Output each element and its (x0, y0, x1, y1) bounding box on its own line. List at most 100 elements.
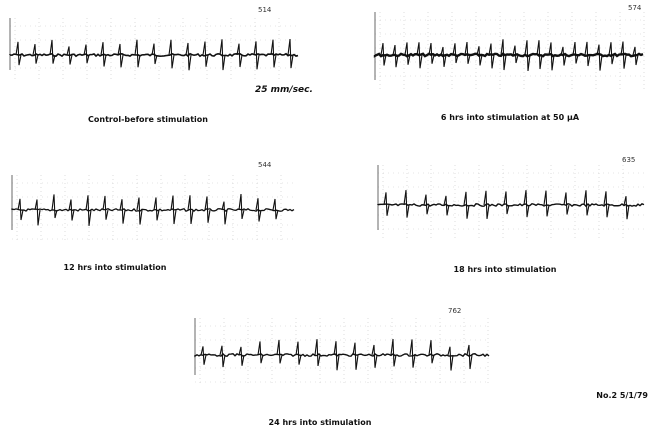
ecg-spike (253, 41, 260, 70)
ecg-spike (202, 41, 209, 67)
ecg-spike (51, 194, 58, 219)
ecg-spike (34, 199, 41, 226)
ecg-spike (85, 195, 92, 226)
ecg-spike (512, 45, 519, 64)
record-number: 762 (448, 307, 461, 315)
ecg-spike (390, 338, 397, 367)
ecg-spike (464, 41, 471, 64)
ecg-spike (488, 43, 495, 69)
ecg-spike (583, 190, 590, 216)
ecg-spike (416, 42, 423, 69)
ecg-spike (200, 346, 207, 365)
ecg-spike (572, 41, 579, 64)
caption: 12 hrs into stimulation (64, 263, 167, 272)
ecg-spike (272, 198, 279, 220)
ecg-spike (466, 344, 473, 370)
ecg-spike (623, 196, 630, 220)
ecg-spike (371, 344, 378, 368)
record-number: 544 (258, 161, 272, 169)
ecg-spike (219, 345, 226, 368)
ecg-spike (524, 40, 531, 72)
ecg-spike (383, 192, 390, 216)
ecg-spike (153, 197, 160, 221)
ecg-baseline (373, 52, 644, 58)
ecg-spike (404, 42, 411, 65)
ecg-spike (536, 40, 543, 70)
ecg-spike (185, 42, 192, 71)
ecg-spike (596, 44, 603, 71)
caption: 18 hrs into stimulation (454, 265, 557, 274)
ecg-spike (463, 191, 470, 219)
ecg-spike (392, 44, 399, 68)
ecg-spike (102, 195, 109, 220)
ecg-spike (136, 197, 143, 225)
ecg-spike (134, 39, 141, 68)
ecg-spike (428, 42, 435, 64)
ecg-baseline (194, 352, 490, 358)
ecg-baseline (377, 202, 645, 208)
ecg-spike (17, 198, 24, 221)
ecg-spike (584, 41, 591, 67)
ecg-spike (548, 42, 555, 71)
ecg-spike (15, 41, 22, 66)
ecg-spike (151, 43, 158, 65)
ecg-spike (295, 341, 302, 365)
ecg-spike (500, 39, 507, 71)
ecg-spike (117, 43, 124, 68)
ecg-spike (447, 346, 454, 371)
record-number: 635 (622, 156, 635, 164)
record-number: 514 (258, 6, 272, 14)
ecg-spike (187, 195, 194, 225)
ecg-spike (423, 194, 430, 215)
ecg-spike (221, 201, 228, 225)
ecg-spike (255, 198, 262, 222)
ecg-spike (632, 46, 639, 66)
ecg-spike (483, 190, 490, 219)
ecg-spike (32, 44, 39, 64)
ecg-spike (83, 44, 90, 64)
ecg-spike (204, 196, 211, 223)
record-number: 574 (628, 4, 642, 12)
ecg-spike (100, 42, 107, 67)
ecg-spike (352, 342, 359, 370)
ecg-spike (409, 339, 416, 368)
ecg-spike (620, 41, 627, 69)
ecg-spike (503, 191, 510, 215)
ecg-spike (440, 46, 447, 67)
ecg-spike (257, 341, 264, 364)
ecg-spike (603, 191, 610, 218)
ecg-spike (238, 194, 245, 220)
ecg-spike (236, 43, 243, 68)
ecg-spike (428, 340, 435, 364)
ecg-spike (608, 42, 615, 65)
ecg-spike (219, 39, 226, 71)
ecg-spike (523, 190, 530, 218)
ecg-spike (560, 46, 567, 66)
ecg-spike (287, 39, 294, 69)
ecg-spike (443, 195, 450, 216)
ecg-spike (238, 346, 245, 366)
ecg-spike (543, 190, 550, 217)
ecg-baseline (9, 52, 299, 58)
ecg-spike (168, 39, 175, 69)
caption: 24 hrs into stimulation (269, 418, 372, 427)
caption: Control-before stimulation (88, 115, 208, 124)
ecg-spike (270, 39, 277, 68)
caption: 6 hrs into stimulation at 50 μA (441, 113, 580, 122)
ecg-spike (68, 199, 75, 221)
ecg-spike (563, 192, 570, 215)
ecg-spike (119, 199, 126, 224)
ecg-spike (66, 46, 73, 65)
ecg-spike (403, 190, 410, 218)
ecg-spike (314, 339, 321, 367)
footnote: No.2 5/1/79 (596, 391, 648, 400)
ecg-spike (170, 195, 177, 225)
ecg-spike (452, 43, 459, 64)
ecg-spike (276, 339, 283, 364)
ecg-spike (49, 39, 56, 64)
scale-label: 25 mm/sec. (255, 85, 313, 95)
ecg-spike (380, 43, 387, 66)
ecg-spike (476, 46, 483, 66)
